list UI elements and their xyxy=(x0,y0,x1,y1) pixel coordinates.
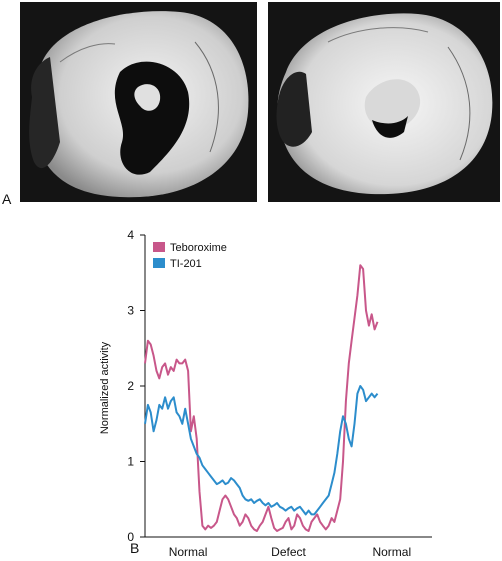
activity-chart: 0 1 2 3 4 Normal Defect Normal Teboroxime TI-201… xyxy=(99,228,432,559)
y-axis-title: Normalized activity xyxy=(99,341,111,434)
series-line-teboroxime xyxy=(144,264,379,532)
legend-swatch xyxy=(153,258,165,268)
chart-legend: Teboroxime TI-201 xyxy=(153,242,227,270)
x-category-label: Normal xyxy=(372,545,411,559)
legend-swatch xyxy=(153,242,165,252)
chart-series-layer xyxy=(144,264,379,532)
y-tick-label: 2 xyxy=(127,379,134,393)
series-line-ti-201 xyxy=(144,385,379,516)
legend-label: Teboroxime xyxy=(170,242,227,254)
y-tick-label: 3 xyxy=(127,304,134,318)
x-category-label: Defect xyxy=(271,545,306,559)
chart-axes: 0 1 2 3 4 Normal Defect Normal xyxy=(127,228,432,559)
y-tick-label: 4 xyxy=(127,228,134,242)
y-tick-label: 0 xyxy=(127,530,134,544)
legend-label: TI-201 xyxy=(170,258,202,270)
panel-label-b: B xyxy=(130,540,140,556)
heart-slice-drawing-left xyxy=(20,2,257,202)
heart-slice-drawing-right xyxy=(268,2,500,202)
panel-label-a: A xyxy=(2,191,12,207)
panel-a: A xyxy=(0,0,502,215)
y-tick-label: 1 xyxy=(127,455,134,469)
x-category-label: Normal xyxy=(169,545,208,559)
heart-slice-image-right xyxy=(268,2,500,202)
heart-slice-image-left xyxy=(20,2,257,202)
